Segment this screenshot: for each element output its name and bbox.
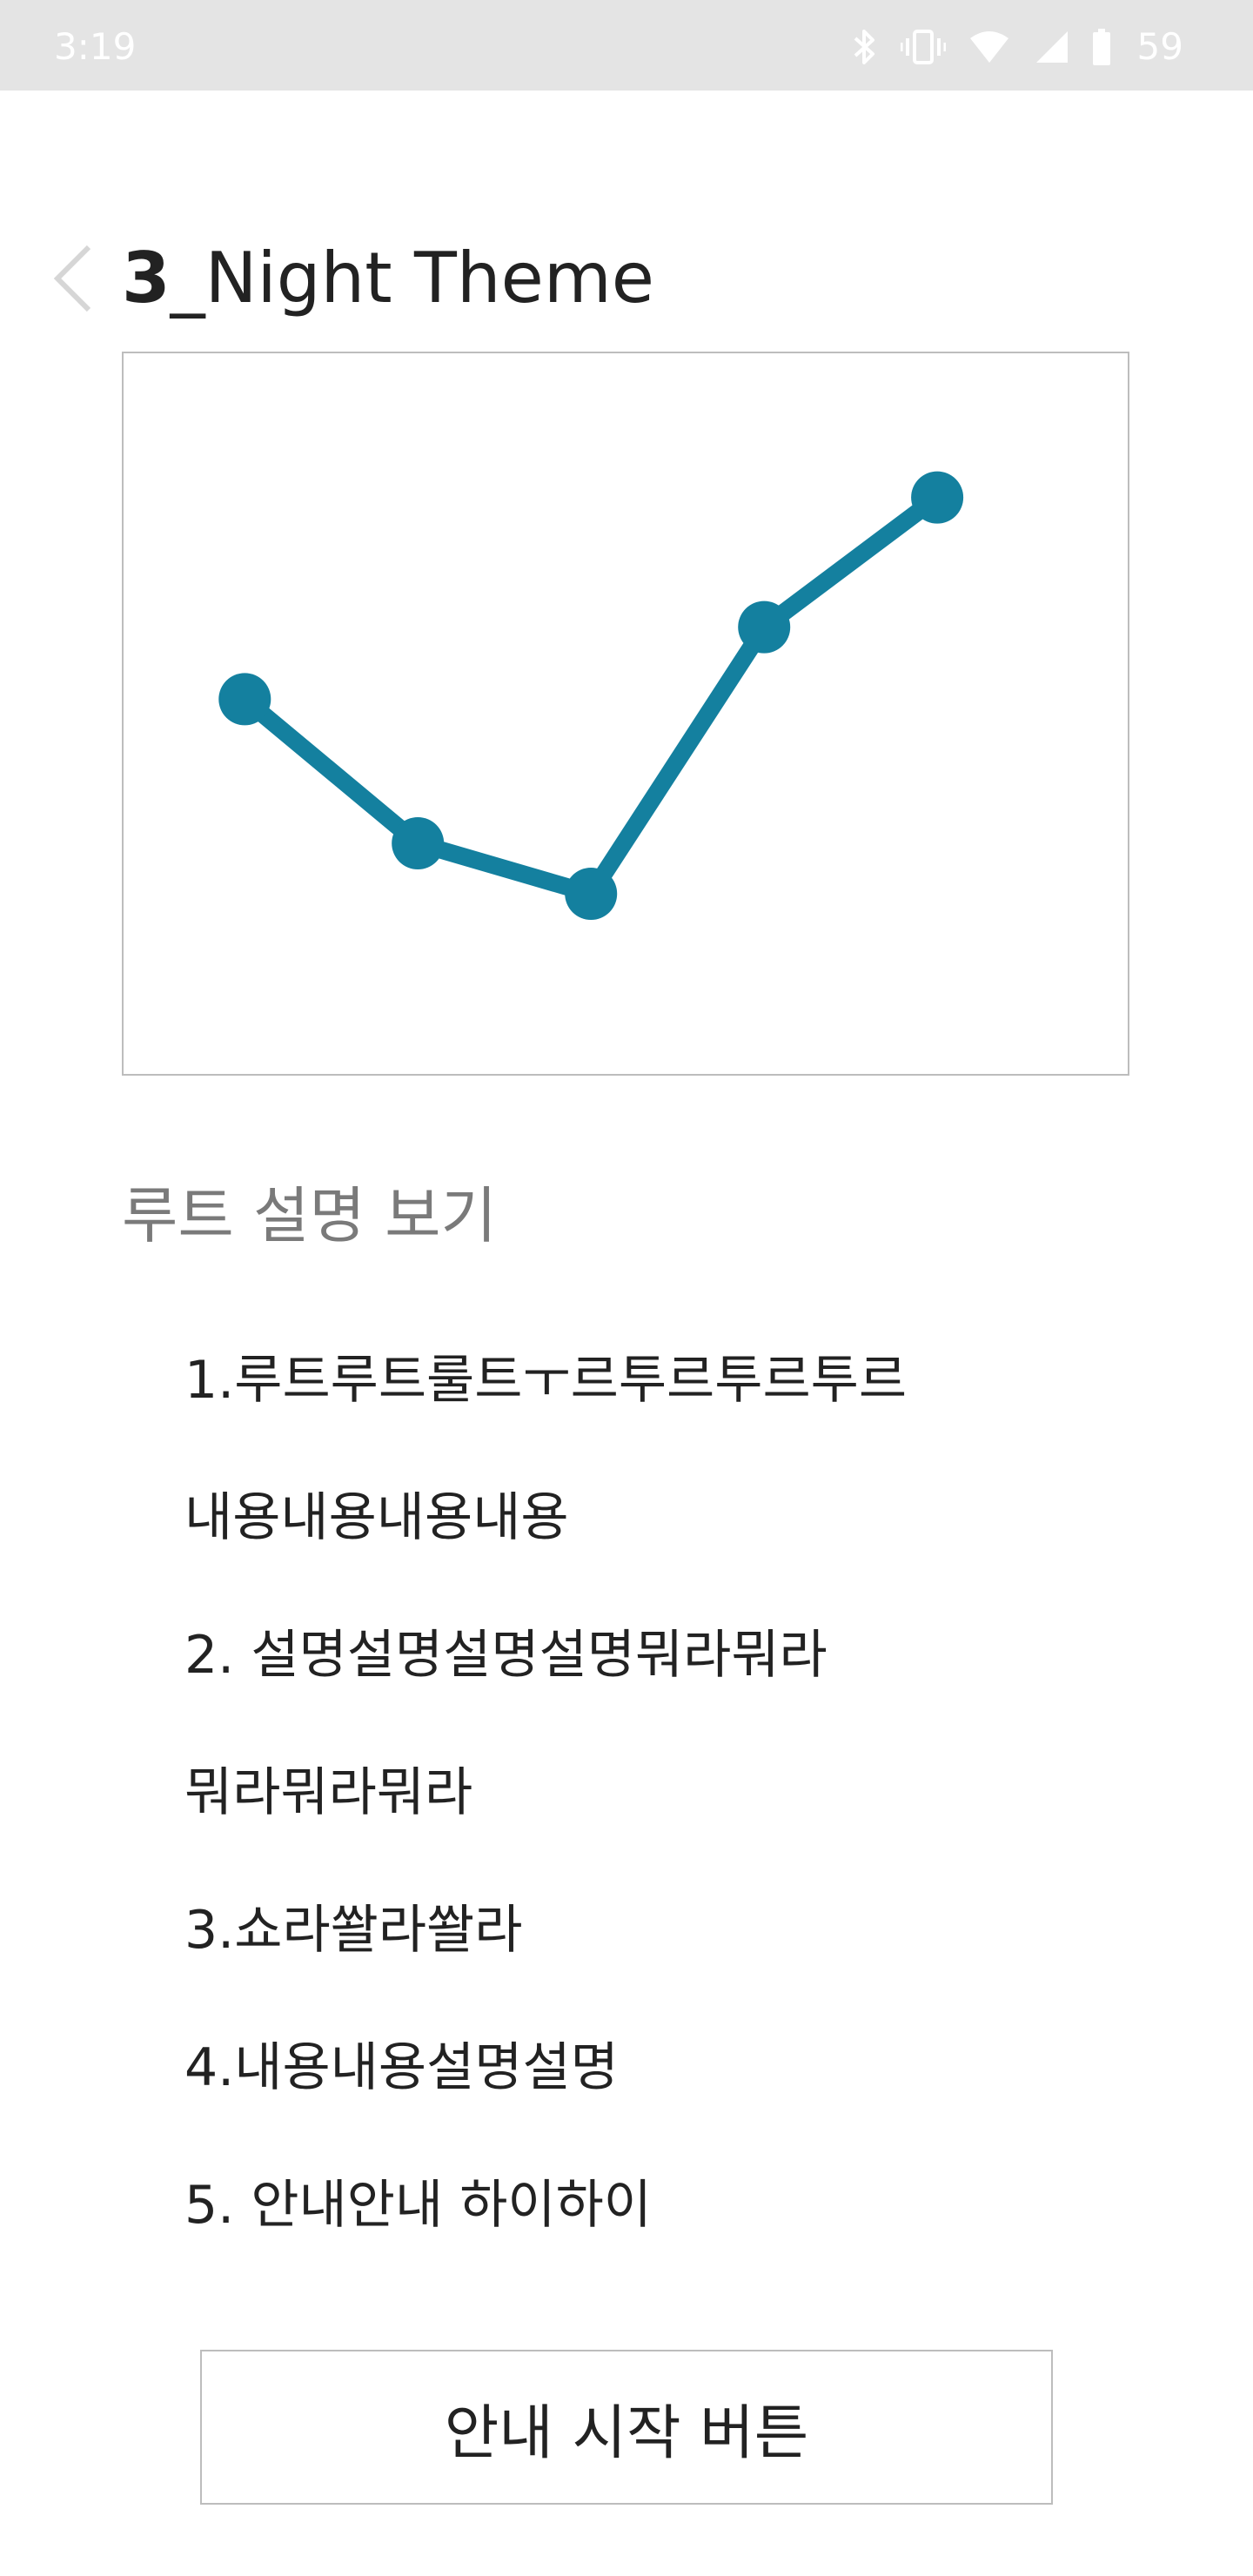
route-list: 1.루트루트룰트ㅜ르투르투르투르 내용내용내용내용 2. 설명설명설명설명뭐라뭐… bbox=[184, 1345, 907, 2308]
back-button[interactable] bbox=[45, 235, 106, 322]
chart-point-1 bbox=[218, 673, 271, 726]
wifi-icon bbox=[969, 31, 1008, 63]
page-title-text: _Night Theme bbox=[170, 238, 654, 319]
route-chart bbox=[122, 352, 1129, 1076]
vibrate-icon bbox=[900, 30, 946, 64]
list-item: 뭐라뭐라뭐라 bbox=[184, 1762, 473, 1823]
list-item: 2. 설명설명설명설명뭐라뭐라 bbox=[184, 1625, 828, 1686]
chart-point-4 bbox=[738, 600, 791, 654]
battery-percent: 59 bbox=[1136, 25, 1183, 68]
chart-points bbox=[218, 471, 964, 920]
chart-point-5 bbox=[911, 471, 964, 524]
list-item: 5. 안내안내 하이하이 bbox=[184, 2175, 652, 2236]
list-item: 3.쇼라쏼라쏼라 bbox=[184, 1900, 523, 1961]
section-title: 루트 설명 보기 bbox=[122, 1180, 497, 1251]
chart-point-3 bbox=[565, 868, 618, 920]
bluetooth-icon bbox=[854, 30, 874, 64]
status-time: 3:19 bbox=[54, 25, 137, 68]
page-title-number: 3 bbox=[122, 238, 171, 319]
battery-icon bbox=[1092, 29, 1110, 65]
list-item: 1.루트루트룰트ㅜ르투르투르투르 bbox=[184, 1350, 908, 1411]
chart-series-line bbox=[236, 488, 947, 902]
list-item: 내용내용내용내용 bbox=[184, 1487, 569, 1548]
status-bar: 3:19 59 bbox=[0, 0, 1253, 91]
list-item: 4.내용내용설명설명 bbox=[184, 2037, 619, 2098]
status-icons: 59 bbox=[852, 23, 1183, 71]
chart-point-2 bbox=[392, 817, 445, 869]
route-chart-svg bbox=[218, 471, 964, 920]
page-title: 3_Night Theme bbox=[122, 237, 654, 320]
signal-icon bbox=[1035, 31, 1068, 63]
header: 3_Night Theme bbox=[0, 218, 1253, 339]
start-guide-button[interactable]: 안내 시작 버튼 bbox=[200, 2350, 1053, 2505]
chevron-left-icon bbox=[53, 245, 91, 312]
